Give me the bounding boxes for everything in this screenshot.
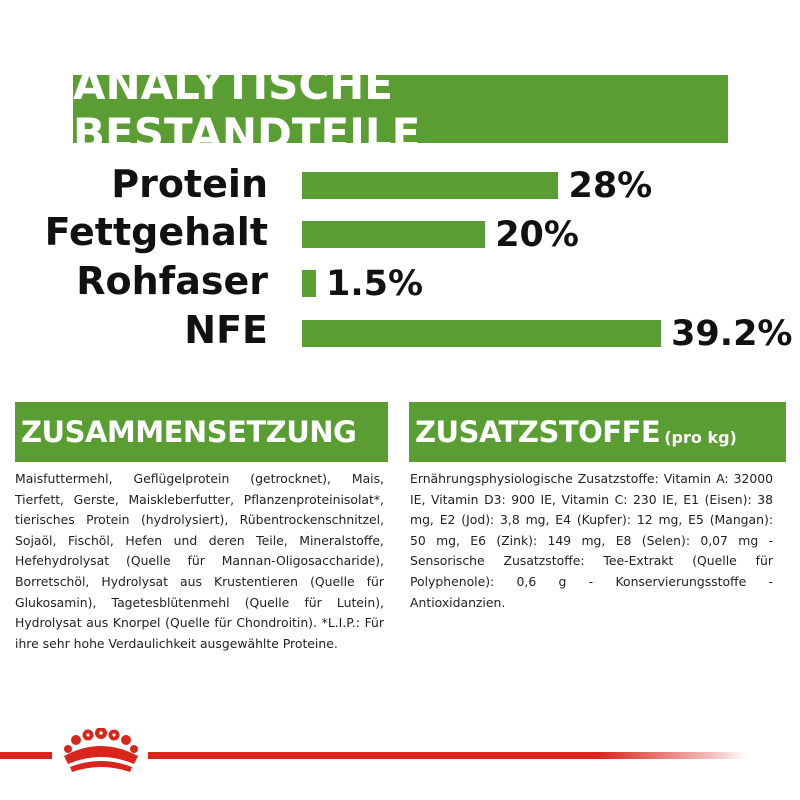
footer-line-left	[0, 752, 52, 759]
additives-heading-suffix: (pro kg)	[664, 427, 737, 447]
footer-line-right	[148, 752, 748, 759]
nutrient-bar-rohfaser	[302, 270, 316, 297]
nutrient-label-fettgehalt: Fettgehalt	[44, 210, 268, 254]
nutrient-label-nfe: NFE	[184, 308, 268, 352]
nutrient-bar-fettgehalt	[302, 221, 486, 248]
title-banner: ANALYTISCHE BESTANDTEILE	[73, 60, 728, 158]
composition-header: ZUSAMMENSETZUNG	[15, 402, 388, 462]
nutrient-value-nfe: 39.2%	[671, 314, 793, 354]
nutrient-bar-nfe	[302, 320, 662, 347]
royal-canin-crown-icon	[64, 728, 138, 772]
nutrient-value-fettgehalt: 20%	[495, 215, 579, 255]
page-title: ANALYTISCHE BESTANDTEILE	[73, 60, 421, 158]
additives-text: Ernährungsphysiologische Zusatzstoffe: V…	[410, 471, 773, 610]
nutrient-label-protein: Protein	[111, 162, 268, 206]
nutrient-bar-protein	[302, 172, 559, 199]
additives-header: ZUSATZSTOFFE (pro kg)	[409, 402, 786, 462]
composition-heading: ZUSAMMENSETZUNG	[21, 415, 357, 449]
nutrient-label-rohfaser: Rohfaser	[76, 259, 268, 303]
additives-heading: ZUSATZSTOFFE	[415, 415, 661, 449]
nutrient-value-rohfaser: 1.5%	[326, 264, 424, 304]
composition-text: Maisfuttermehl, Geflügelprotein (getrock…	[15, 471, 384, 651]
nutrient-value-protein: 28%	[568, 166, 653, 206]
